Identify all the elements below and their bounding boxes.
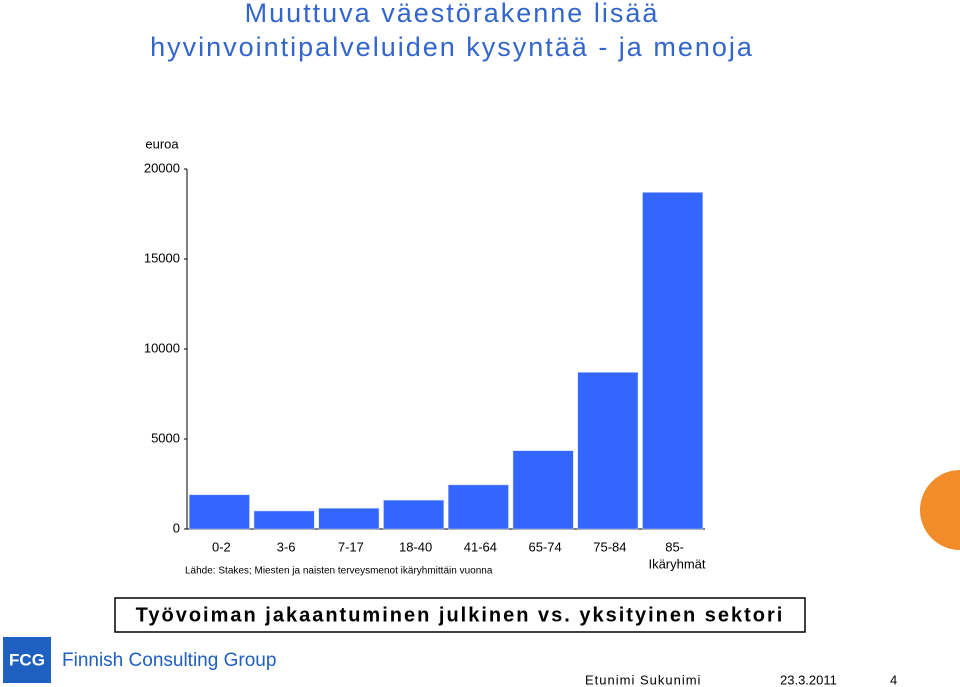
bar [642,192,703,530]
subtitle-box [114,597,806,633]
x-tick-label: 3-6 [277,539,296,554]
bar [577,372,639,530]
x-tick-label: 0-2 [212,539,231,554]
decor-circle [920,470,960,550]
y-tick-label: 0 [173,520,180,535]
bar [512,450,574,530]
y-tick-label: 15000 [144,250,180,265]
y-tick-label: 10000 [144,340,180,355]
bar [189,494,250,530]
subtitle: Työvoiman jakaantuminen julkinen vs. yks… [136,604,785,626]
bar [448,484,509,530]
bar [318,508,380,530]
x-tick-label: 65-74 [529,539,562,554]
slide-title: Muuttuva väestörakenne lisää [245,0,660,28]
x-tick-label: 85- [665,539,684,554]
x-tick-label: 41-64 [464,539,497,554]
logo: FCG [9,650,45,669]
x-tick-label: 7-17 [338,539,364,554]
slide-title: hyvinvointipalveluiden kysyntää - ja men… [150,32,754,62]
x-axis-label: Ikäryhmät [648,556,705,571]
logo-box [3,637,51,683]
author: Etunimi Sukunimi [585,672,701,687]
y-tick-label: 20000 [144,160,180,175]
company: Finnish Consulting Group [62,650,276,671]
x-tick-label: 75-84 [593,539,626,554]
bar [383,499,444,530]
x-tick-label: 18-40 [399,539,432,554]
page-number: 4 [890,672,897,687]
y-tick-label: 5000 [151,430,180,445]
date: 23.3.2011 [780,672,837,687]
bar [253,510,315,530]
source: Lähde: Stakes; Miesten ja naisten tervey… [185,566,493,577]
y-axis-label: euroa [145,136,179,151]
